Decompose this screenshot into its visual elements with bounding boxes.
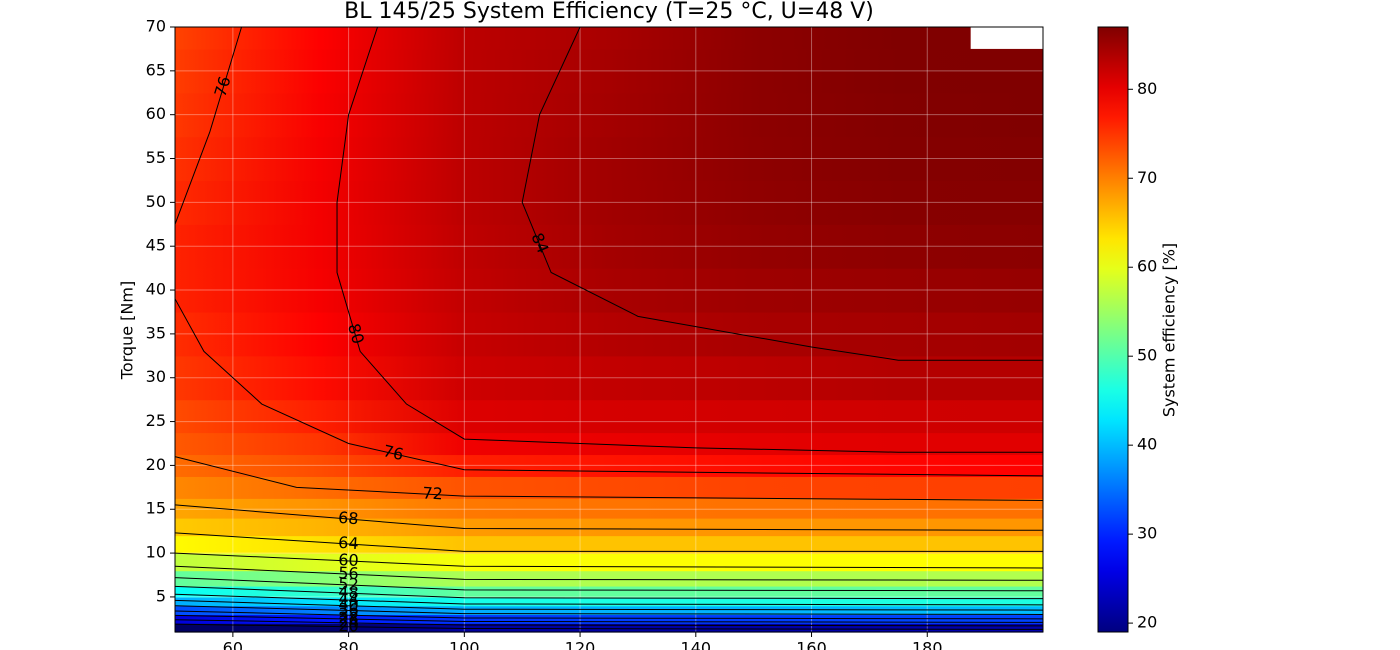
y-tick-label: 35 [146,323,166,342]
heatmap-band [175,498,1043,519]
x-tick-label: 60 [223,639,243,650]
contour-label: 72 [422,483,443,503]
colorbar-tick-label: 60 [1137,257,1157,276]
x-tick-label: 140 [681,639,712,650]
contour-label: 48 [338,582,359,602]
heatmap-band [175,27,971,50]
heatmap-band [175,399,1043,434]
y-tick-label: 20 [146,455,166,474]
heatmap-band [175,92,1043,138]
heatmap-band [175,454,1043,477]
heatmap-band [175,48,1043,94]
heatmap-band [175,224,1043,269]
y-tick-label: 10 [146,543,166,562]
contour-label: 44 [338,589,359,609]
contour-label: 52 [338,574,359,594]
x-tick-label: 180 [912,639,943,650]
contour-line [174,565,1044,581]
contour-line [174,456,1044,501]
y-tick-label: 55 [146,148,166,167]
colorbar-tick-label: 30 [1137,524,1157,543]
plot-frame [174,26,1044,633]
heatmap-band [175,570,1043,587]
contour-line [174,599,1044,611]
x-tick-label: 80 [338,639,358,650]
contour-line [174,577,1044,592]
colorbar-label: System efficiency [%] [1160,243,1179,417]
x-tick-label: 120 [565,639,596,650]
y-axis-label: Torque [Nm] [118,281,137,380]
contour-label: 68 [337,508,359,529]
contour-line [174,532,1043,552]
contour-line [174,298,1044,477]
y-tick-label: 40 [146,280,166,299]
colorbar-tick-label: 40 [1137,435,1157,454]
heatmap-band [175,136,1043,182]
contour-label: 40 [338,595,359,615]
contour-line [521,26,1043,361]
y-tick-label: 70 [146,17,166,36]
chart-title: BL 145/25 System Efficiency (T=25 °C, U=… [344,0,874,24]
contour-line [174,552,1044,569]
contour-line [174,593,1044,606]
heatmap-band [175,432,1043,456]
heatmap-band [175,585,1043,598]
colorbar-tick-label: 20 [1137,613,1157,632]
contour-label: 56 [338,563,359,583]
contour-label: 20 [338,616,359,635]
contour-line [336,26,1043,453]
colorbar-tick-label: 50 [1137,346,1157,365]
heatmap-band [175,311,1043,357]
contour-line [174,614,1044,623]
contour-line [174,585,1044,600]
x-tick-label: 160 [796,639,827,650]
heatmap-band [175,268,1043,313]
heatmap-band [175,623,1043,633]
y-tick-label: 50 [146,192,166,211]
contour-line [174,504,1044,531]
colorbar-tick-label: 70 [1137,168,1157,187]
contour-line [174,610,1044,620]
heatmap-band [175,180,1043,225]
x-tick-label: 100 [449,639,480,650]
contour-line [174,605,1044,615]
contour-label: 80 [344,321,368,346]
heatmap-band [175,605,1043,616]
contour-label: 76 [381,441,405,464]
heatmap-band [175,596,1043,607]
colorbar-tick-label: 80 [1137,79,1157,98]
y-tick-label: 5 [156,586,166,605]
y-tick-label: 25 [146,411,166,430]
colorbar [1097,26,1129,633]
y-tick-label: 15 [146,499,166,518]
contour-label: 64 [338,533,360,553]
heatmap-band [175,553,1043,572]
contour-label: 36 [338,600,359,620]
y-tick-label: 65 [146,60,166,79]
heatmap-band [175,518,1043,537]
contour-line [174,623,1044,630]
y-tick-label: 45 [146,236,166,255]
heatmap-band [175,476,1043,499]
heatmap-band [175,614,1043,624]
heatmap-band [175,355,1043,401]
heatmap-band [175,535,1043,554]
contour-line [174,619,1044,627]
y-tick-label: 30 [146,367,166,386]
y-tick-label: 60 [146,104,166,123]
contour-label: 60 [338,550,359,570]
contour-line [174,26,243,225]
